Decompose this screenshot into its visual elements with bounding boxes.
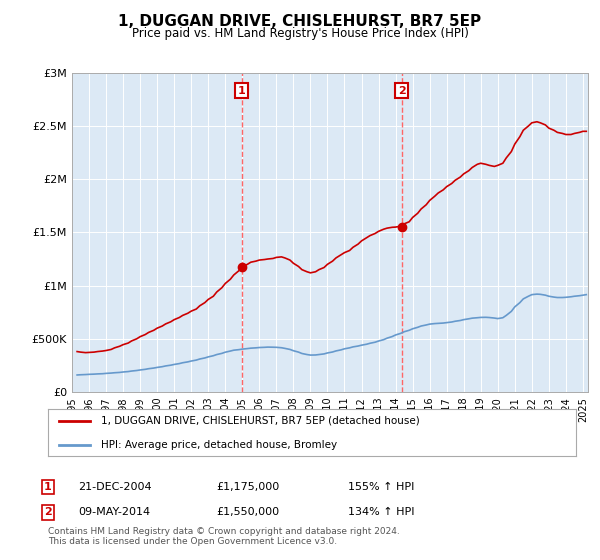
- Text: 21-DEC-2004: 21-DEC-2004: [78, 482, 152, 492]
- Text: Price paid vs. HM Land Registry's House Price Index (HPI): Price paid vs. HM Land Registry's House …: [131, 27, 469, 40]
- Text: 1: 1: [44, 482, 52, 492]
- Text: 2: 2: [398, 86, 406, 96]
- Text: 155% ↑ HPI: 155% ↑ HPI: [348, 482, 415, 492]
- Text: £1,175,000: £1,175,000: [216, 482, 279, 492]
- Text: 1: 1: [238, 86, 245, 96]
- Text: 1, DUGGAN DRIVE, CHISLEHURST, BR7 5EP (detached house): 1, DUGGAN DRIVE, CHISLEHURST, BR7 5EP (d…: [101, 416, 419, 426]
- Text: 2: 2: [44, 507, 52, 517]
- Text: HPI: Average price, detached house, Bromley: HPI: Average price, detached house, Brom…: [101, 440, 337, 450]
- Text: £1,550,000: £1,550,000: [216, 507, 279, 517]
- Text: 1, DUGGAN DRIVE, CHISLEHURST, BR7 5EP: 1, DUGGAN DRIVE, CHISLEHURST, BR7 5EP: [118, 14, 482, 29]
- Text: 09-MAY-2014: 09-MAY-2014: [78, 507, 150, 517]
- Text: 134% ↑ HPI: 134% ↑ HPI: [348, 507, 415, 517]
- Text: Contains HM Land Registry data © Crown copyright and database right 2024.
This d: Contains HM Land Registry data © Crown c…: [48, 526, 400, 546]
